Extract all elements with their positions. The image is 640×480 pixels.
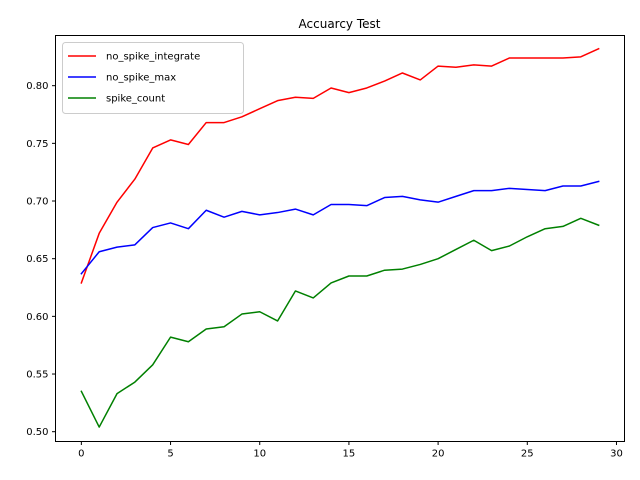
legend-box (62, 42, 244, 114)
series-line-no-spike-integrate (80, 47, 600, 284)
y-tick-label: 0.75 (26, 139, 48, 150)
y-tick-label: 0.70 (26, 197, 48, 208)
y-tick-label: 0.65 (26, 254, 48, 265)
series-lines (80, 47, 600, 428)
x-tick-label: 0 (78, 449, 84, 460)
y-tick-label: 0.55 (26, 370, 48, 381)
chart-title: Accuarcy Test (299, 17, 381, 31)
legend-label: spike_count (106, 94, 165, 105)
x-tick-label: 20 (432, 449, 445, 460)
x-tick-label: 30 (610, 449, 623, 460)
x-tick-label: 25 (521, 449, 534, 460)
y-tick-label: 0.60 (26, 312, 48, 323)
legend-label: no_spike_max (106, 73, 176, 84)
legend: no_spike_integrate no_spike_max spike_coun… (62, 42, 244, 114)
plot-frame (55, 35, 625, 442)
y-axis-ticks: 0.50 0.55 0.60 0.65 0.70 0.75 0.80 (26, 81, 56, 438)
x-axis-ticks: 0 5 10 15 20 25 30 (78, 441, 623, 460)
y-tick-label: 0.80 (26, 81, 48, 92)
legend-label: no_spike_integrate (106, 52, 200, 63)
x-tick-label: 5 (167, 449, 173, 460)
x-tick-label: 10 (253, 449, 266, 460)
series-line-no-spike-max (80, 180, 600, 275)
y-tick-label: 0.50 (26, 427, 48, 438)
series-line-spike-count (80, 217, 600, 428)
x-tick-label: 15 (343, 449, 356, 460)
